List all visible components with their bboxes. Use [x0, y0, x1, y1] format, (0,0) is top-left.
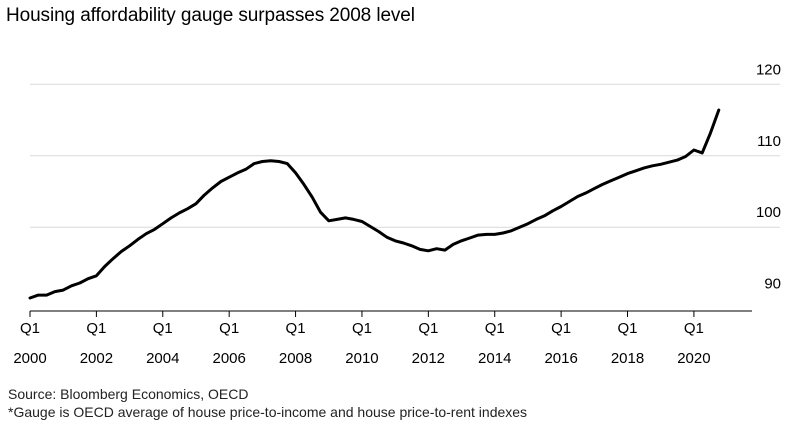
y-tick-label-100: 100 [756, 204, 781, 221]
y-tick-label-90: 90 [764, 276, 781, 293]
x-tick-quarter-label: Q1 [618, 320, 638, 337]
x-tick-year-label-2008: 2008 [279, 350, 312, 367]
x-tick-year-label-2020: 2020 [677, 350, 710, 367]
series-lines [28, 108, 721, 300]
x-tick-quarter-label: Q1 [86, 320, 106, 337]
y-tick-label-110: 110 [757, 133, 781, 150]
x-tick-year-label-2016: 2016 [544, 350, 577, 367]
x-tick-quarter-label: Q1 [286, 320, 306, 337]
x-tick-year-label-2000: 2000 [13, 350, 46, 367]
line-chart: 90 100 110 120 Q1 2000 Q1 2002 Q1 2004 Q1 2006 Q1 20… [13, 61, 781, 367]
x-tick-quarter-label: Q1 [20, 320, 40, 337]
chart-title: Housing affordability gauge surpasses 20… [6, 5, 415, 26]
x-tick-quarter-label: Q1 [485, 320, 505, 337]
footnote: *Gauge is OECD average of house price-to… [8, 404, 528, 420]
x-tick-quarter-label: Q1 [418, 320, 438, 337]
x-tick-year-label-2012: 2012 [412, 350, 445, 367]
x-tick-year-label-2002: 2002 [80, 350, 113, 367]
x-tick-quarter-label: Q1 [551, 320, 571, 337]
x-tick-quarter-label: Q1 [352, 320, 372, 337]
x-tick-year-label-2018: 2018 [611, 350, 644, 367]
series-line-0 [28, 108, 721, 300]
x-tick-year-label-2014: 2014 [478, 350, 511, 367]
gridlines [30, 83, 780, 228]
y-tick-label-120: 120 [756, 61, 781, 78]
source-note: Source: Bloomberg Economics, OECD [8, 386, 249, 402]
x-axis: Q1 2000 Q1 2002 Q1 2004 Q1 2006 Q1 2008 Q1 2010 Q1 20… [13, 310, 752, 367]
x-tick-year-label-2006: 2006 [212, 350, 245, 367]
x-tick-quarter-label: Q1 [153, 320, 173, 337]
x-tick-quarter-label: Q1 [684, 320, 704, 337]
x-tick-year-label-2004: 2004 [146, 350, 179, 367]
y-axis-tick-labels: 90 100 110 120 [756, 61, 781, 292]
x-tick-year-label-2010: 2010 [345, 350, 378, 367]
x-tick-quarter-label: Q1 [219, 320, 239, 337]
